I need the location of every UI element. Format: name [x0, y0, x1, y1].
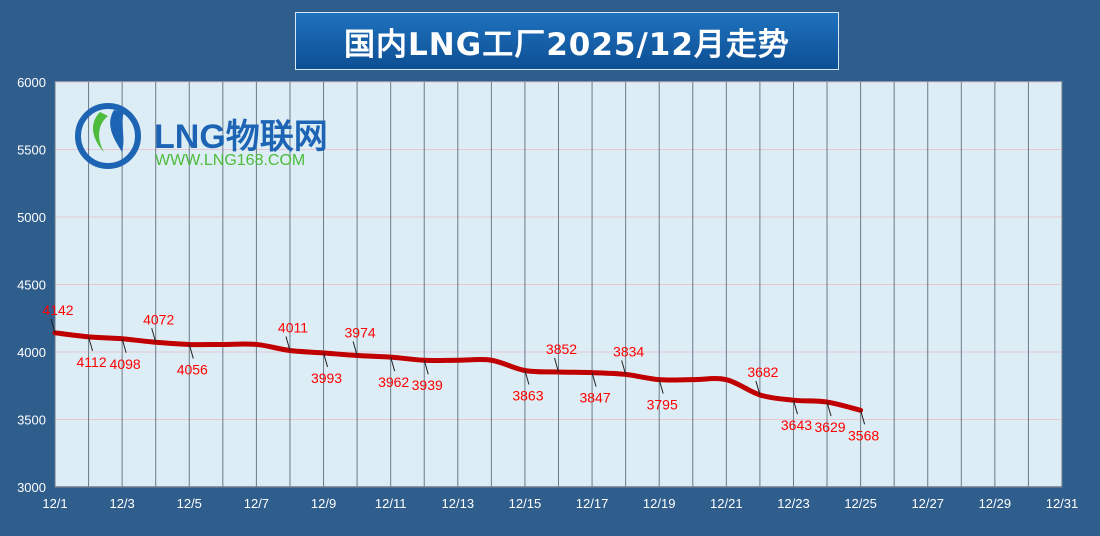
x-tick-label: 12/1 [42, 496, 67, 511]
x-tick-label: 12/23 [777, 496, 810, 511]
data-label: 3993 [311, 370, 342, 386]
y-tick-label: 5000 [17, 210, 46, 225]
data-label-leader [151, 328, 157, 343]
y-tick-label: 5500 [17, 143, 46, 158]
data-label: 3852 [546, 341, 577, 357]
x-tick-label: 12/13 [442, 496, 475, 511]
y-tick-label: 3000 [17, 480, 46, 495]
data-label: 3847 [579, 390, 610, 406]
y-tick-label: 3500 [17, 413, 46, 428]
y-tick-label: 4000 [17, 345, 46, 360]
data-label: 3939 [412, 377, 443, 393]
data-label-leader [524, 370, 530, 385]
data-label: 4112 [77, 354, 107, 370]
data-label-leader [658, 379, 664, 394]
data-label-leader [390, 356, 396, 372]
x-tick-label: 12/9 [311, 496, 336, 511]
data-label-leader [88, 336, 94, 352]
data-label-leader [826, 401, 832, 417]
axes: 3000 3500 4000 4500 5000 5500 6000 12/1 12/3 12/5… [17, 75, 1078, 511]
data-label-leader [188, 344, 194, 359]
data-labels: 4142 4112 4098 4072 4056 4011 3993 3974 3962 3939… [42, 302, 879, 443]
data-label: 4142 [42, 302, 73, 318]
data-label: 4098 [110, 356, 141, 372]
data-label: 3795 [647, 397, 678, 413]
data-label: 3863 [512, 387, 543, 403]
data-label: 3629 [814, 419, 845, 435]
lng-logo: LNG物联网 WWW.LNG168.COM [75, 103, 328, 169]
x-tick-label: 12/17 [576, 496, 609, 511]
data-label-leader [423, 360, 429, 375]
logo-leaf-icon [92, 112, 108, 152]
x-tick-label: 12/15 [509, 496, 542, 511]
logo-flame-icon [110, 110, 124, 152]
x-tick-label: 12/5 [177, 496, 202, 511]
data-label-leader [352, 341, 358, 356]
y-tick-label: 6000 [17, 75, 46, 90]
x-tick-label: 12/31 [1046, 496, 1079, 511]
data-label-leader [860, 410, 866, 425]
data-label: 3834 [613, 343, 644, 359]
data-label: 4072 [143, 311, 174, 327]
data-label: 3962 [378, 374, 409, 390]
x-tick-label: 12/27 [911, 496, 944, 511]
data-label-leader [755, 380, 761, 396]
data-label-leader [591, 372, 597, 387]
x-tick-label: 12/21 [710, 496, 743, 511]
data-label-leader [323, 352, 329, 368]
chart-title: 国内LNG工厂2025/12月走势 [295, 12, 839, 70]
x-tick-label: 12/25 [844, 496, 877, 511]
data-label-leader [554, 357, 559, 373]
x-tick-label: 12/29 [979, 496, 1012, 511]
x-tick-label: 12/3 [109, 496, 134, 511]
data-label-leader [285, 336, 291, 351]
data-label: 3643 [781, 417, 812, 433]
data-label-leader [792, 400, 798, 415]
logo-brand: LNG物联网 [154, 118, 328, 156]
logo-ring-icon [75, 103, 141, 169]
data-label: 4056 [177, 361, 208, 377]
data-label-leader [121, 338, 127, 353]
data-label: 3682 [747, 364, 778, 380]
x-tick-label: 12/11 [375, 496, 407, 511]
data-label: 4011 [278, 320, 308, 336]
data-label-leader [50, 318, 56, 333]
x-tick-label: 12/7 [244, 496, 269, 511]
y-tick-label: 4500 [17, 278, 46, 293]
x-tick-label: 12/19 [643, 496, 676, 511]
logo-url: WWW.LNG168.COM [155, 152, 305, 169]
data-label: 3974 [345, 325, 376, 341]
data-label: 3568 [848, 427, 879, 443]
data-label-leader [621, 360, 627, 375]
